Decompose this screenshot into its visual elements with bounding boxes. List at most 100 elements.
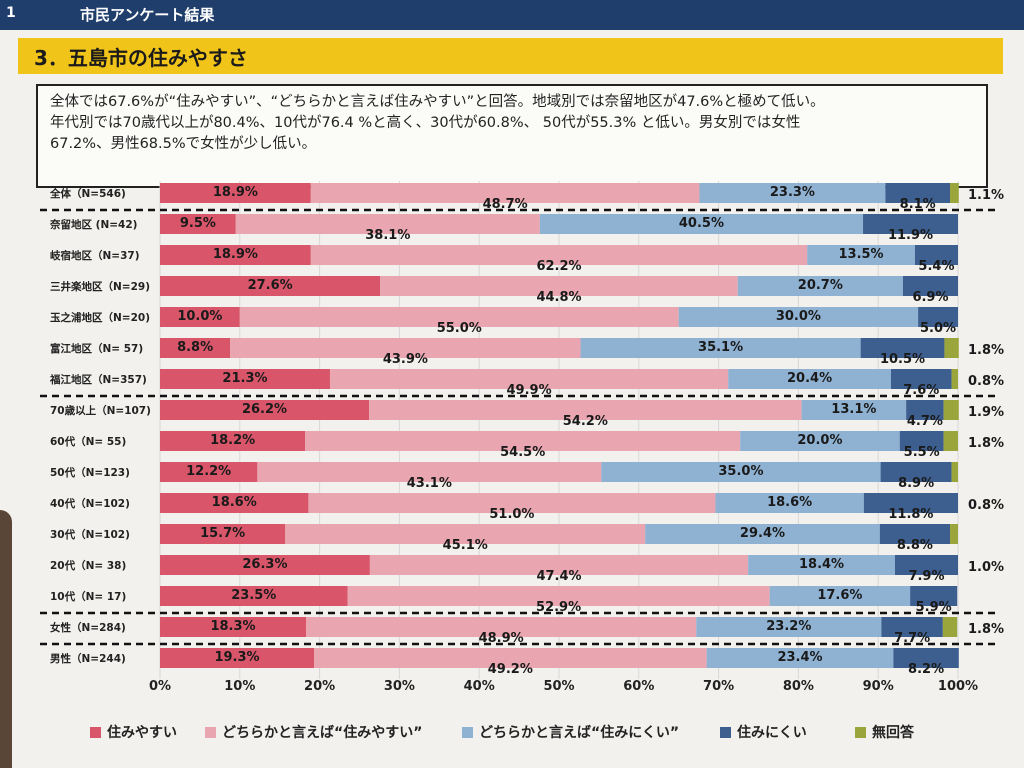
bar-segment: [285, 524, 646, 544]
bar-segment: [950, 524, 958, 544]
bar-segment: [369, 555, 749, 575]
outside-data-label: 0.8%: [968, 498, 1004, 513]
data-label: 43.9%: [383, 352, 428, 367]
legend-item: 無回答: [855, 722, 914, 742]
section-title: 3．五島市の住みやすさ: [34, 46, 248, 70]
bar-segment: [769, 586, 911, 606]
bar-segment: [160, 586, 348, 606]
bar-segment: [230, 338, 581, 358]
bar-segment: [740, 431, 900, 451]
outside-data-label: 1.0%: [968, 560, 1004, 575]
bar-segment: [160, 307, 240, 327]
legend-label: 無回答: [872, 725, 914, 741]
x-tick-label: 30%: [384, 679, 415, 694]
data-label: 54.5%: [500, 445, 545, 460]
bar-segment: [906, 400, 944, 420]
outside-data-label: 1.1%: [968, 188, 1004, 203]
data-label: 8.1%: [900, 197, 936, 212]
data-label: 18.3%: [210, 619, 255, 634]
x-tick-label: 80%: [783, 679, 814, 694]
page-number: 1: [6, 5, 16, 21]
legend-item: 住みやすい: [90, 722, 177, 742]
bar-segment: [879, 524, 951, 544]
bar-segment: [951, 462, 958, 482]
bar-segment: [943, 431, 958, 451]
category-label: 岐宿地区（N=37): [50, 249, 140, 262]
category-label: 女性（N=284): [50, 621, 126, 634]
bar-segment: [160, 617, 307, 637]
bar-segment: [807, 245, 915, 265]
bar-segment: [801, 400, 907, 420]
data-label: 20.7%: [798, 278, 843, 293]
data-label: 23.4%: [777, 650, 822, 665]
bar-segment: [715, 493, 864, 513]
x-tick-label: 100%: [938, 679, 978, 694]
data-label: 10.0%: [177, 309, 222, 324]
data-label: 11.9%: [888, 228, 933, 243]
bar-segment: [951, 369, 958, 389]
x-tick-label: 0%: [149, 679, 171, 694]
data-label: 47.4%: [536, 569, 581, 584]
data-label: 18.9%: [213, 185, 258, 200]
data-label: 5.4%: [918, 259, 954, 274]
category-label: 全体（N=546): [49, 187, 126, 200]
category-label: 20代（N= 38): [50, 559, 126, 572]
data-label: 27.6%: [248, 278, 293, 293]
bar-segment: [863, 493, 958, 513]
data-label: 20.0%: [797, 433, 842, 448]
bar-segment: [347, 586, 770, 606]
data-label: 35.0%: [718, 464, 763, 479]
data-label: 29.4%: [740, 526, 785, 541]
data-label: 49.2%: [488, 662, 533, 677]
legend-label: どちらかと言えば“住みやすい”: [222, 725, 423, 741]
legend-item: 住みにくい: [720, 722, 807, 742]
bar-segment: [950, 183, 959, 203]
bar-segment: [160, 369, 330, 389]
summary-box: 全体では67.6%が“住みやすい”、“どちらかと言えば住みやすい”と回答。地域別…: [36, 84, 988, 188]
bar-segment: [706, 648, 894, 668]
data-label: 48.7%: [483, 197, 528, 212]
legend-swatch: [855, 726, 866, 738]
data-label: 18.6%: [212, 495, 257, 510]
data-label: 21.3%: [222, 371, 267, 386]
bar-segment: [329, 369, 729, 389]
data-label: 35.1%: [698, 340, 743, 355]
summary-line: 全体では67.6%が“住みやすい”、“どちらかと言えば住みやすい”と回答。地域別…: [50, 94, 825, 110]
outside-data-label: 1.8%: [968, 436, 1004, 451]
bar-segment: [369, 400, 802, 420]
bar-segment: [860, 338, 945, 358]
bar-segment: [380, 276, 738, 296]
legend-swatch: [720, 726, 731, 738]
summary-line: 67.2%、男性68.5%で女性が少し低い。: [50, 136, 317, 152]
data-label: 7.7%: [894, 631, 930, 646]
bar-segment: [160, 493, 309, 513]
data-label: 5.5%: [904, 445, 940, 460]
data-label: 45.1%: [443, 538, 488, 553]
data-label: 8.8%: [177, 340, 213, 355]
bar-segment: [885, 183, 951, 203]
data-label: 30.0%: [776, 309, 821, 324]
legend-item: どちらかと言えば“住みやすい”: [205, 722, 422, 742]
bar-segment: [310, 245, 808, 265]
bar-segment: [893, 648, 959, 668]
data-label: 5.9%: [916, 600, 952, 615]
bar-segment: [748, 555, 895, 575]
data-label: 19.3%: [214, 650, 259, 665]
bar-segment: [918, 307, 958, 327]
data-label: 8.9%: [898, 476, 934, 491]
data-label: 15.7%: [200, 526, 245, 541]
bar-segment: [880, 462, 952, 482]
bar-segment: [737, 276, 903, 296]
data-label: 4.7%: [907, 414, 943, 429]
category-label: 40代（N=102): [50, 497, 130, 510]
bar-segment: [314, 648, 707, 668]
data-label: 13.1%: [831, 402, 876, 417]
outside-data-label: 0.8%: [968, 374, 1004, 389]
x-tick-label: 90%: [863, 679, 894, 694]
data-label: 18.9%: [213, 247, 258, 262]
bar-segment: [160, 524, 286, 544]
bar-segment: [890, 369, 952, 389]
data-label: 44.8%: [536, 290, 581, 305]
bar-segment: [914, 245, 958, 265]
photo-edge: [0, 510, 12, 768]
